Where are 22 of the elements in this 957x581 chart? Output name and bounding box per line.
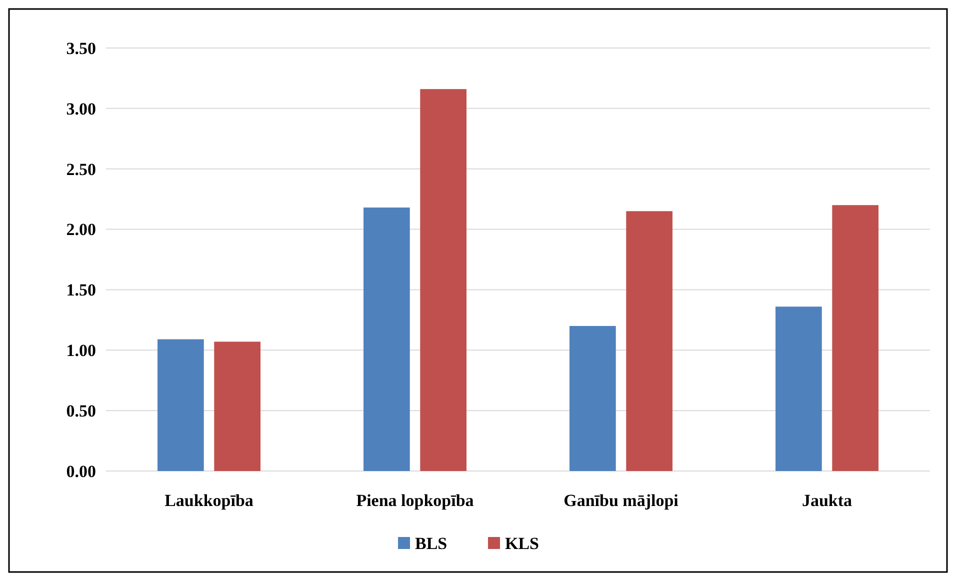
y-tick-label: 0.00 [66, 462, 96, 481]
y-tick-label: 0.50 [66, 402, 96, 421]
y-tick-label: 2.50 [66, 160, 96, 179]
bar [158, 339, 204, 471]
bar [570, 326, 616, 471]
y-tick-label: 3.50 [66, 38, 96, 58]
bar [832, 205, 878, 471]
x-tick-label: Ganību mājlopi [564, 491, 679, 510]
x-tick-label: Jaukta [802, 491, 853, 510]
bar [214, 342, 260, 471]
legend-label: KLS [505, 534, 540, 553]
bar [776, 306, 822, 471]
x-tick-label: Laukkopība [164, 491, 254, 510]
y-tick-label: 1.50 [66, 280, 96, 300]
y-tick-label: 2.00 [66, 220, 96, 240]
bar [626, 211, 672, 471]
bar [364, 208, 410, 471]
y-tick-label: 1.00 [66, 341, 96, 360]
bar [420, 89, 466, 471]
x-tick-label: Piena lopkopība [356, 491, 474, 510]
y-tick-label: 3.00 [66, 99, 96, 118]
legend-label: BLS [415, 534, 448, 553]
